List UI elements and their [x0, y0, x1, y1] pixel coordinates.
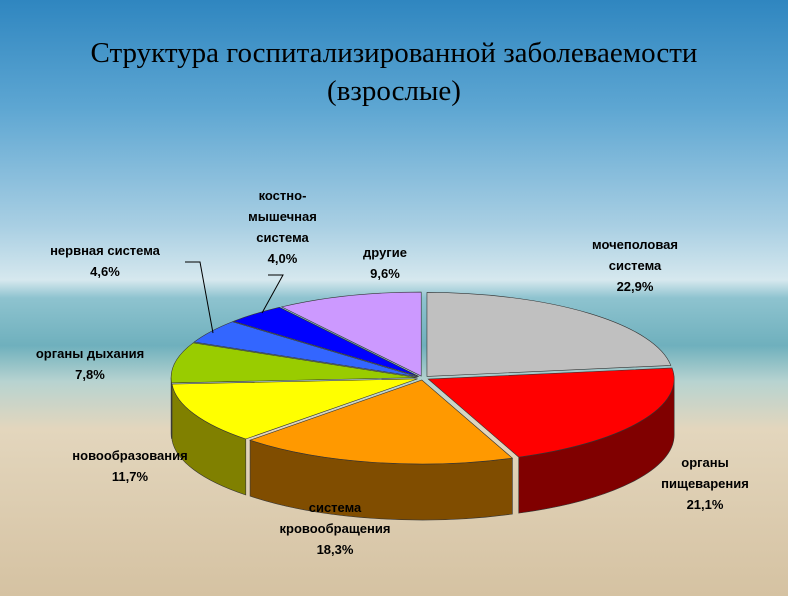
label-name: новообразования	[55, 445, 205, 466]
label-name: нервная система	[30, 240, 180, 261]
slide: Структура госпитализированной заболеваем…	[0, 0, 788, 596]
label-value: 21,1%	[640, 494, 770, 515]
label-value: 4,6%	[30, 261, 180, 282]
label-name: мочеполовая система	[570, 234, 700, 276]
slice	[427, 292, 671, 376]
label-value: 7,8%	[25, 364, 155, 385]
label-name: другие	[335, 242, 435, 263]
label-value: 4,0%	[225, 248, 340, 269]
label-value: 11,7%	[55, 466, 205, 487]
label-value: 18,3%	[255, 539, 415, 560]
label-value: 22,9%	[570, 276, 700, 297]
label-name: органы пищеварения	[640, 452, 770, 494]
label-name: система кровообращения	[255, 497, 415, 539]
label-name: костно-мышечная система	[225, 185, 340, 248]
label-name: органы дыхания	[25, 343, 155, 364]
label-value: 9,6%	[335, 263, 435, 284]
leader-line	[185, 262, 213, 333]
